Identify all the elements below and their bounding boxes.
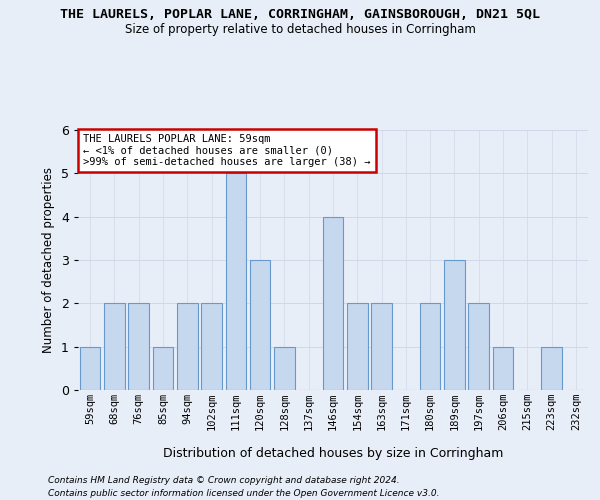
Bar (80, 346, 100, 390)
Bar (128, 304, 149, 390)
Bar (250, 260, 271, 390)
Text: Contains public sector information licensed under the Open Government Licence v3: Contains public sector information licen… (48, 489, 439, 498)
Bar (371, 304, 392, 390)
Bar (323, 216, 343, 390)
Bar (201, 304, 222, 390)
Bar (420, 304, 440, 390)
Bar (541, 346, 562, 390)
Y-axis label: Number of detached properties: Number of detached properties (43, 167, 55, 353)
Bar (177, 304, 197, 390)
Text: THE LAURELS, POPLAR LANE, CORRINGHAM, GAINSBOROUGH, DN21 5QL: THE LAURELS, POPLAR LANE, CORRINGHAM, GA… (60, 8, 540, 20)
Text: Contains HM Land Registry data © Crown copyright and database right 2024.: Contains HM Land Registry data © Crown c… (48, 476, 400, 485)
Text: Distribution of detached houses by size in Corringham: Distribution of detached houses by size … (163, 448, 503, 460)
Bar (493, 346, 514, 390)
Text: THE LAURELS POPLAR LANE: 59sqm
← <1% of detached houses are smaller (0)
>99% of : THE LAURELS POPLAR LANE: 59sqm ← <1% of … (83, 134, 371, 167)
Bar (226, 174, 246, 390)
Bar (152, 346, 173, 390)
Bar (104, 304, 125, 390)
Bar (274, 346, 295, 390)
Bar (347, 304, 368, 390)
Bar (444, 260, 465, 390)
Bar (469, 304, 489, 390)
Text: Size of property relative to detached houses in Corringham: Size of property relative to detached ho… (125, 22, 475, 36)
